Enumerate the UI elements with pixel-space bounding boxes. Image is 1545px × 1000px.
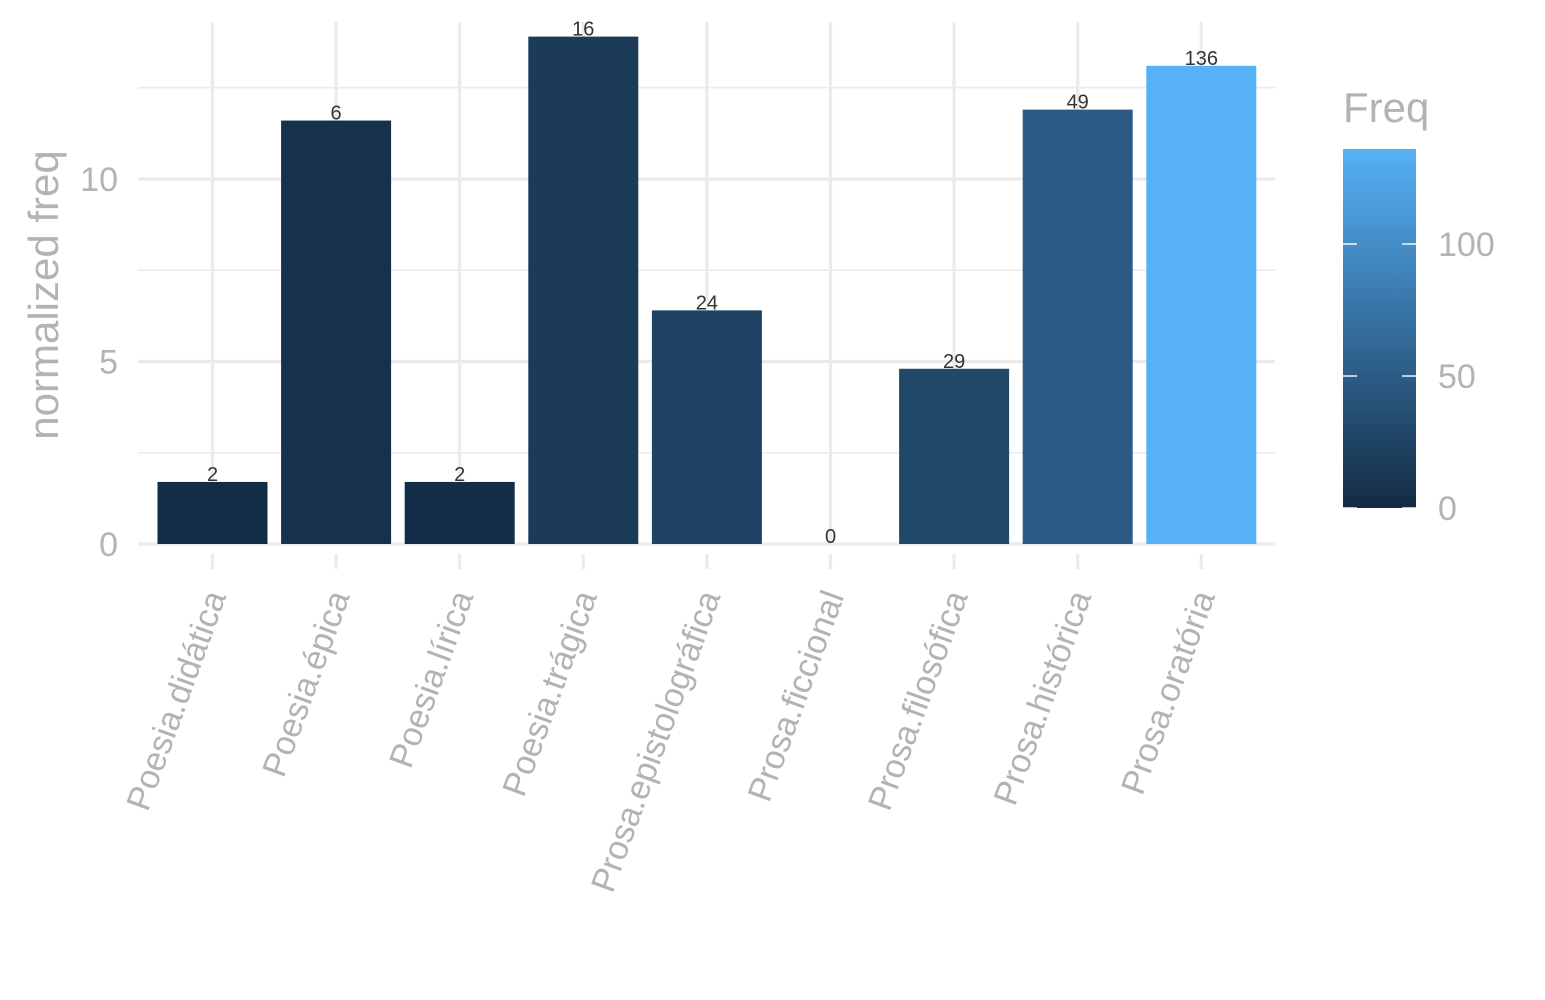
x-tick-label: Prosa.ficcional	[741, 586, 852, 807]
bar-2	[404, 481, 515, 544]
bar-3	[528, 36, 639, 544]
legend-colorbar: Freq 0 50 100	[1343, 84, 1495, 528]
x-tick-label: Prosa.epistolográfica	[584, 586, 728, 897]
y-axis: 0 5 10	[80, 161, 118, 564]
x-axis: Poesia.didática Poesia.épica Poesia.lírica…	[119, 554, 1223, 897]
x-tick-label: Poesia.épica	[255, 586, 357, 782]
bar-0	[157, 481, 268, 544]
legend-tick-label: 0	[1438, 490, 1457, 528]
bar-4	[651, 310, 762, 544]
x-tick-label: Poesia.lírica	[382, 586, 481, 773]
bar-value-label: 29	[943, 351, 965, 373]
y-tick-label: 0	[99, 526, 118, 564]
bar-value-label: 2	[454, 464, 465, 486]
x-tick-label: Poesia.didática	[119, 586, 234, 816]
x-tick-label: Prosa.oratória	[1114, 586, 1223, 800]
bars	[157, 36, 1257, 544]
bar-7	[1022, 109, 1133, 544]
legend-tick-label: 100	[1438, 226, 1495, 264]
bar-1	[281, 120, 392, 544]
bar-6	[899, 368, 1010, 544]
x-tick-label: Prosa.histórica	[987, 586, 1100, 810]
y-axis-label: normalized freq	[20, 150, 67, 439]
legend-tick-label: 50	[1438, 358, 1476, 396]
bar-value-label: 0	[825, 526, 836, 548]
bar-value-label: 6	[331, 103, 342, 125]
bar-value-label: 24	[696, 292, 718, 314]
legend-title: Freq	[1343, 84, 1429, 131]
bar-value-label: 16	[572, 19, 594, 41]
y-tick-label: 10	[80, 161, 118, 199]
legend-color-gradient	[1343, 149, 1416, 508]
bar-value-label: 136	[1185, 48, 1218, 70]
x-tick-label: Poesia.trágica	[495, 586, 604, 802]
bar-8	[1146, 65, 1257, 544]
bar-value-labels: 2 6 2 16 24 0 29 49 136	[207, 19, 1218, 548]
bar-value-label: 2	[207, 464, 218, 486]
legend-ticks: 0 50 100	[1343, 226, 1495, 528]
x-tick-label: Prosa.filosófica	[861, 586, 976, 816]
bar-value-label: 49	[1067, 92, 1089, 114]
y-tick-label: 5	[99, 343, 118, 381]
